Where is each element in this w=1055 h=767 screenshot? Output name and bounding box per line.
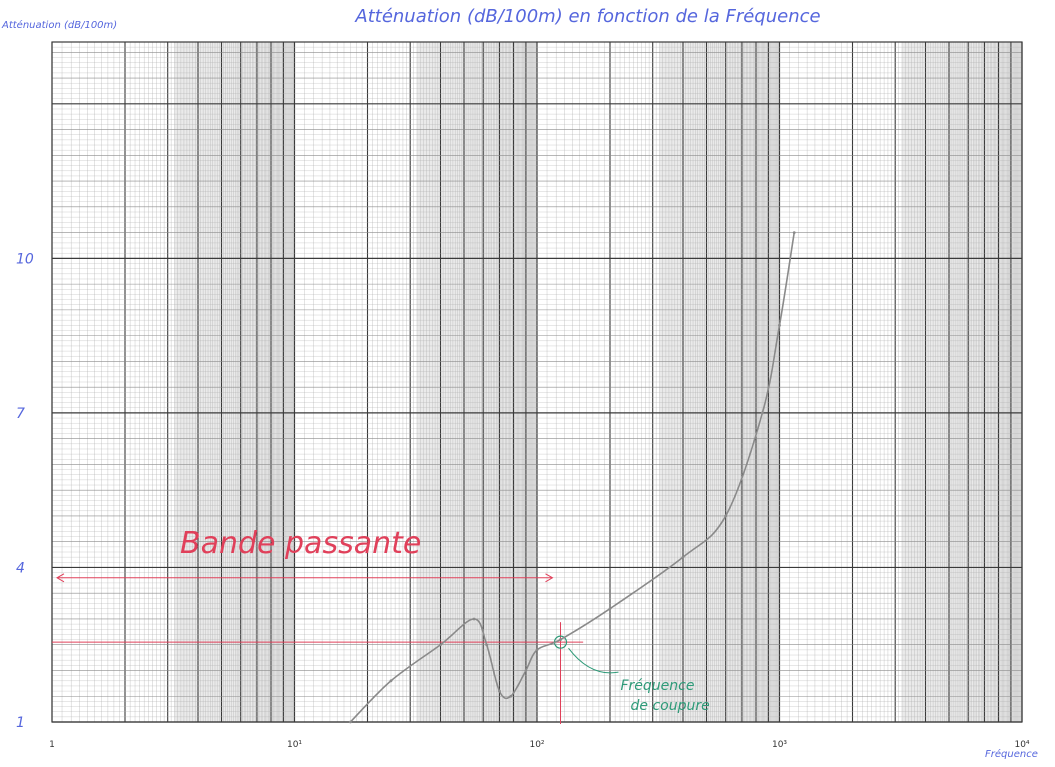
cutoff-pointer xyxy=(568,647,619,674)
y-tick-label: 10 xyxy=(16,251,34,267)
x-tick-label: 10³ xyxy=(772,740,787,750)
y-tick-label: 7 xyxy=(16,406,25,422)
y-axis-label: Atténuation (dB/100m) xyxy=(1,19,117,31)
data-point xyxy=(535,648,539,652)
series-layer xyxy=(348,231,796,724)
data-point xyxy=(792,231,796,235)
x-tick-label: 10² xyxy=(529,740,544,750)
data-point xyxy=(681,555,685,559)
data-point xyxy=(724,514,728,518)
data-point xyxy=(498,689,501,693)
data-point xyxy=(778,323,781,327)
data-point xyxy=(509,694,513,698)
grid-layer xyxy=(51,41,1023,723)
plot-frame xyxy=(51,41,1023,723)
y-tick-label: 4 xyxy=(16,560,25,576)
passband-arrow-left xyxy=(55,573,65,583)
data-point xyxy=(559,638,562,641)
data-point xyxy=(524,669,528,672)
x-tick-label: 10⁴ xyxy=(1014,740,1029,750)
cutoff-label: de coupure xyxy=(631,698,710,714)
passband-label: Bande passante xyxy=(180,526,421,561)
data-point xyxy=(485,643,489,647)
x-tick-label: 10¹ xyxy=(287,740,302,750)
data-point xyxy=(760,411,764,415)
annotation-layer: Bande passante Fréquence de coupure xyxy=(52,526,710,724)
label-layer: 1 4 7 10 1 10¹ 10² 10³ 10⁴ xyxy=(16,251,1030,750)
y-tick-label: 1 xyxy=(16,715,25,731)
x-axis-label: Fréquence xyxy=(985,748,1038,760)
data-point xyxy=(608,607,612,611)
cutoff-label: Fréquence xyxy=(621,678,695,694)
x-tick-label: 1 xyxy=(49,740,55,750)
data-point xyxy=(389,679,393,683)
passband-arrow-right xyxy=(545,573,554,583)
data-point xyxy=(439,643,442,647)
data-point xyxy=(348,720,352,724)
chart-title: Atténuation (dB/100m) en fonction de la … xyxy=(354,6,820,27)
data-point xyxy=(472,617,476,621)
